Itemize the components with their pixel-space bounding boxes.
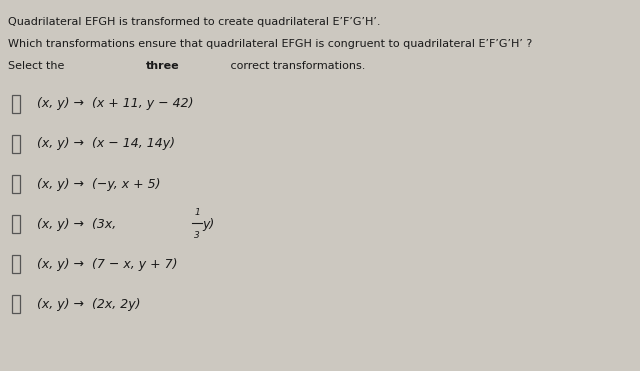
Text: (x, y) →  (x − 14, 14y): (x, y) → (x − 14, 14y) <box>37 137 175 151</box>
Text: three: three <box>147 61 180 71</box>
Text: 1: 1 <box>195 209 200 217</box>
Text: correct transformations.: correct transformations. <box>227 61 365 71</box>
Text: (x, y) →  (3x,: (x, y) → (3x, <box>37 217 120 231</box>
Text: 3: 3 <box>195 231 200 240</box>
Text: Which transformations ensure that quadrilateral EFGH is congruent to quadrilater: Which transformations ensure that quadri… <box>8 39 532 49</box>
Text: y): y) <box>202 217 214 231</box>
Text: (x, y) →  (7 − x, y + 7): (x, y) → (7 − x, y + 7) <box>37 257 178 271</box>
Text: (x, y) →  (2x, 2y): (x, y) → (2x, 2y) <box>37 298 141 311</box>
Text: Quadrilateral EFGH is transformed to create quadrilateral E’F’G’H’.: Quadrilateral EFGH is transformed to cre… <box>8 17 381 27</box>
Text: (x, y) →  (−y, x + 5): (x, y) → (−y, x + 5) <box>37 177 161 191</box>
Text: Select the: Select the <box>8 61 68 71</box>
Text: (x, y) →  (x + 11, y − 42): (x, y) → (x + 11, y − 42) <box>37 97 194 111</box>
